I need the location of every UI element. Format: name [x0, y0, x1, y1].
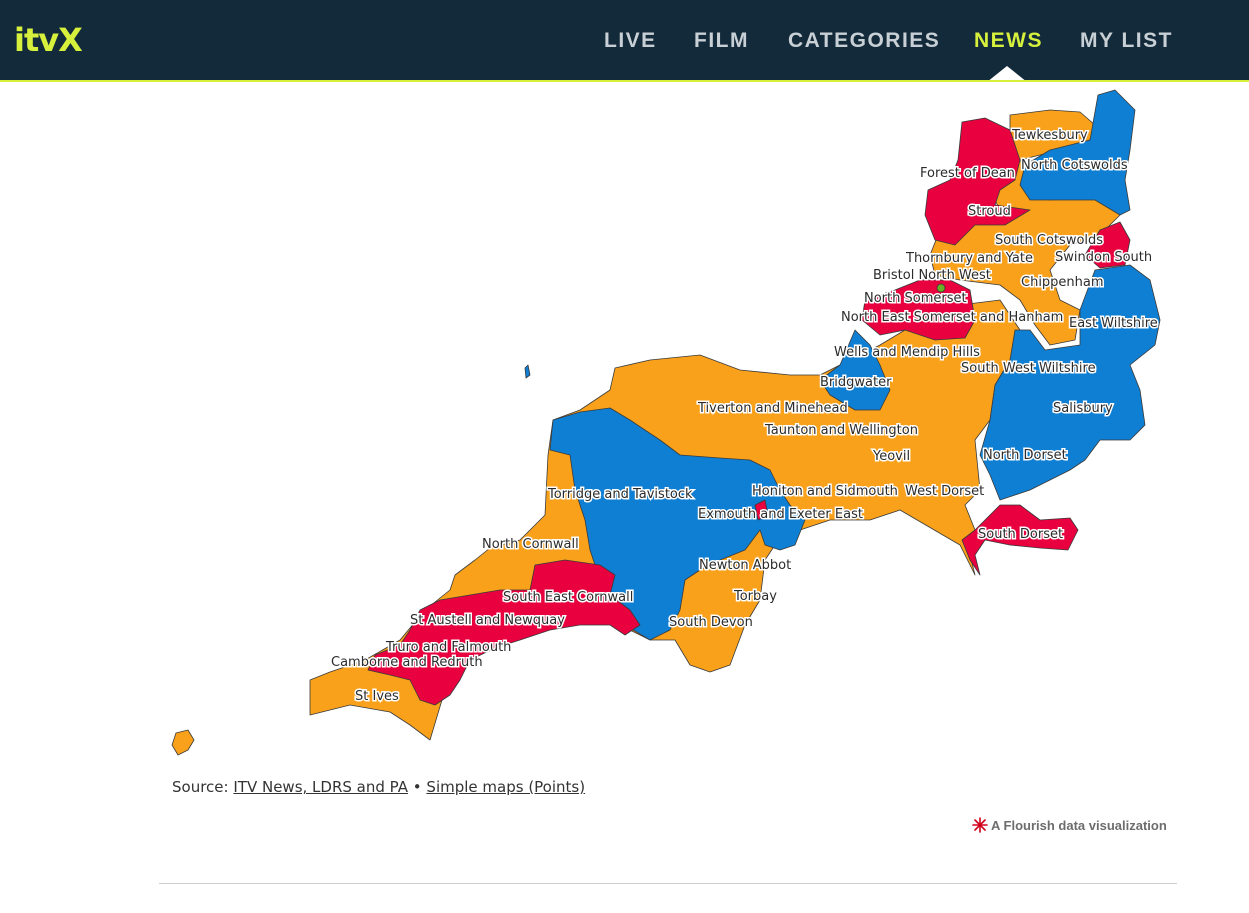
flourish-credit[interactable]: A Flourish data visualization [972, 817, 1167, 833]
label-north-dorset: North Dorset [983, 448, 1067, 463]
label-st-austell-and-newquay: St Austell and Newquay [410, 613, 565, 628]
label-east-wiltshire: East Wiltshire [1069, 316, 1158, 331]
label-exmouth-and-exeter-east: Exmouth and Exeter East [698, 507, 863, 522]
region-blue-bridgwater[interactable] [819, 329, 891, 411]
nav-news[interactable]: NEWS [974, 29, 1043, 52]
top-navigation-bar: itvX LIVE FILM CATEGORIES NEWS MY LIST [0, 0, 1249, 82]
label-south-west-wiltshire: South West Wiltshire [961, 361, 1096, 376]
label-camborne-and-redruth: Camborne and Redruth [331, 655, 483, 670]
label-wells-and-mendip-hills: Wells and Mendip Hills [834, 345, 980, 360]
label-yeovil: Yeovil [872, 449, 910, 464]
nav-my-list[interactable]: MY LIST [1080, 29, 1173, 52]
label-bristol-north-west: Bristol North West [873, 268, 991, 283]
itvx-logo[interactable]: itvX [14, 21, 83, 59]
region-blue-devon[interactable] [549, 407, 806, 641]
label-south-cotswolds: South Cotswolds [995, 233, 1103, 248]
region-red-swindon[interactable] [1084, 221, 1131, 269]
label-south-dorset: South Dorset [978, 527, 1063, 542]
active-nav-underline [892, 80, 1122, 82]
region-blue-lundy[interactable] [524, 364, 531, 379]
source-link-itv-news[interactable]: ITV News, LDRS and PA [233, 778, 408, 796]
region-green-bristol[interactable] [936, 283, 946, 293]
region-red-gloucester[interactable] [924, 117, 1031, 246]
source-separator: • [412, 778, 422, 796]
label-honiton-and-sidmouth: Honiton and Sidmouth [752, 484, 898, 499]
flourish-icon [972, 817, 988, 833]
nav-film[interactable]: FILM [694, 29, 749, 52]
content-divider [159, 883, 1177, 884]
source-line: Source: ITV News, LDRS and PA • Simple m… [172, 778, 585, 796]
label-taunton-and-wellington: Taunton and Wellington [764, 423, 918, 438]
region-red-exeter[interactable] [754, 499, 769, 521]
constituency-map: Tewkesbury North Cotswolds Forest of Dea… [171, 89, 1161, 756]
label-north-cotswolds: North Cotswolds [1021, 158, 1128, 173]
label-bridgwater: Bridgwater [820, 375, 892, 390]
source-prefix: Source: [172, 778, 229, 796]
active-nav-pointer [987, 66, 1027, 82]
label-st-ives: St Ives [355, 689, 399, 704]
label-north-east-somerset-and-hanham: North East Somerset and Hanham [841, 310, 1063, 325]
region-red-south-dorset[interactable] [961, 504, 1079, 576]
region-blue-east[interactable] [1019, 89, 1136, 216]
label-tewkesbury: Tewkesbury [1011, 128, 1088, 143]
label-chippenham: Chippenham [1021, 275, 1104, 290]
label-south-east-cornwall: South East Cornwall [503, 590, 633, 605]
label-north-cornwall: North Cornwall [482, 537, 579, 552]
region-blue-wiltshire[interactable] [979, 264, 1161, 501]
label-newton-abbot: Newton Abbot [699, 558, 791, 573]
label-tiverton-and-minehead: Tiverton and Minehead [697, 401, 848, 416]
nav-categories[interactable]: CATEGORIES [788, 29, 941, 52]
label-north-somerset: North Somerset [864, 291, 967, 306]
label-south-devon: South Devon [669, 615, 753, 630]
label-truro-and-falmouth: Truro and Falmouth [385, 640, 511, 655]
label-west-dorset: West Dorset [905, 484, 984, 499]
map-labels: Tewkesbury North Cotswolds Forest of Dea… [330, 127, 1160, 706]
label-forest-of-dean: Forest of Dean [920, 166, 1015, 181]
region-red-cornwall[interactable] [367, 559, 641, 706]
label-stroud: Stroud [968, 204, 1011, 219]
label-salisbury: Salisbury [1053, 401, 1113, 416]
region-orange-scilly[interactable] [171, 729, 195, 756]
label-thornbury-and-yate: Thornbury and Yate [905, 251, 1033, 266]
region-red-bristol[interactable] [861, 279, 976, 341]
nav-live[interactable]: LIVE [604, 29, 657, 52]
label-swindon-south: Swindon South [1055, 250, 1152, 265]
source-link-simple-maps[interactable]: Simple maps (Points) [426, 778, 586, 796]
label-torridge-and-tavistock: Torridge and Tavistock [547, 487, 693, 502]
flourish-label: A Flourish data visualization [991, 817, 1167, 833]
label-torbay: Torbay [733, 589, 777, 604]
